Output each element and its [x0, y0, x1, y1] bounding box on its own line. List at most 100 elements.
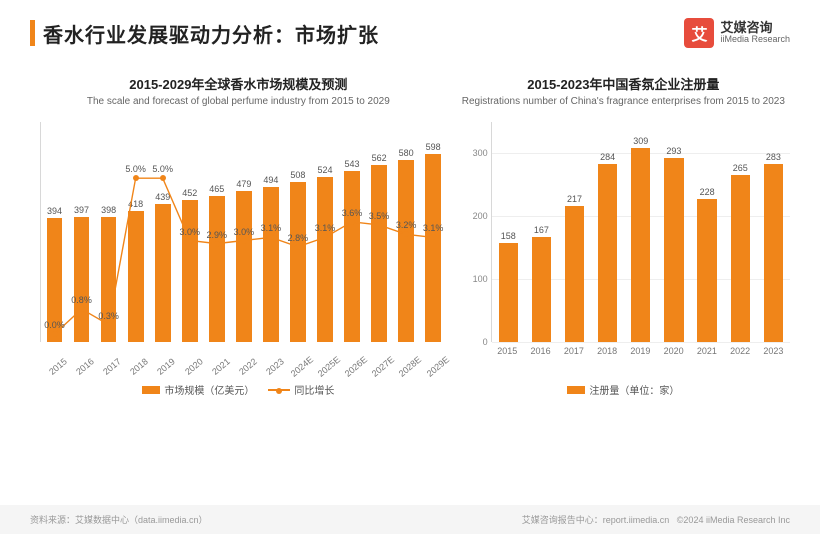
line-marker	[52, 331, 58, 337]
line-value-label: 5.0%	[125, 164, 146, 174]
logo-en: iiMedia Research	[720, 35, 790, 45]
line-value-label: 3.2%	[396, 220, 417, 230]
legend-bar-label: 市场规模（亿美元）	[164, 382, 254, 397]
bar-value-label: 439	[155, 192, 170, 202]
x-axis-label: 2024E	[288, 354, 315, 379]
legend-bar-label-r: 注册量（单位：家）	[589, 382, 679, 397]
bar	[74, 217, 90, 342]
bar-col: 562	[366, 122, 393, 342]
x-axis-label: 2022	[724, 346, 757, 356]
x-axis-label: 2015	[44, 354, 71, 379]
x-axis-label: 2027E	[370, 354, 397, 379]
legend-line-swatch	[268, 389, 290, 391]
bar-value-label: 494	[263, 175, 278, 185]
bar-value-label: 508	[290, 170, 305, 180]
bar	[499, 243, 518, 342]
bar-value-label: 158	[501, 231, 516, 241]
bar-value-label: 452	[182, 188, 197, 198]
line-value-label: 0.3%	[98, 311, 119, 321]
line-value-label: 2.8%	[288, 233, 309, 243]
bar	[664, 158, 683, 342]
x-axis-label: 2016	[524, 346, 557, 356]
x-axis-label: 2021	[690, 346, 723, 356]
bar-col: 217	[558, 122, 591, 342]
bar-value-label: 284	[600, 152, 615, 162]
bar-value-label: 293	[666, 146, 681, 156]
logo-text: 艾媒咨询 iiMedia Research	[720, 21, 790, 45]
legend-line-label: 同比增长	[294, 382, 334, 397]
line-marker	[403, 231, 409, 237]
right-chart-title-cn: 2015-2023年中国香氛企业注册量	[457, 74, 790, 93]
legend-bar-r: 注册量（单位：家）	[567, 382, 679, 397]
bar-value-label: 265	[733, 163, 748, 173]
bar-value-label: 524	[317, 165, 332, 175]
right-chart: 2015-2023年中国香氛企业注册量 Registrations number…	[457, 74, 790, 397]
bar-value-label: 309	[633, 136, 648, 146]
x-axis-label: 2020	[657, 346, 690, 356]
footer-right: 艾媒咨询报告中心：report.iimedia.cn ©2024 iiMedia…	[522, 513, 790, 526]
bar	[598, 164, 617, 343]
x-axis-label: 2016	[71, 354, 98, 379]
line-value-label: 2.9%	[207, 230, 228, 240]
line-marker	[322, 234, 328, 240]
line-value-label: 3.6%	[342, 208, 363, 218]
x-axis-label: 2020	[180, 354, 207, 379]
line-value-label: 3.0%	[234, 227, 255, 237]
bar	[209, 196, 225, 342]
bar	[182, 200, 198, 342]
bar-value-label: 398	[101, 205, 116, 215]
line-marker	[349, 219, 355, 225]
charts-row: 2015-2029年全球香水市场规模及预测 The scale and fore…	[0, 56, 820, 397]
x-axis-label: 2018	[590, 346, 623, 356]
bar	[697, 199, 716, 342]
line-marker	[430, 234, 436, 240]
page-title: 香水行业发展驱动力分析：市场扩张	[43, 19, 379, 48]
left-chart-title-en: The scale and forecast of global perfume…	[30, 96, 447, 108]
x-axis-label: 2023	[261, 354, 288, 379]
y-axis-tick: 0	[460, 337, 488, 347]
line-value-label: 3.1%	[423, 223, 444, 233]
line-value-label: 0.0%	[44, 320, 65, 330]
x-axis-label: 2019	[624, 346, 657, 356]
bar-value-label: 394	[47, 206, 62, 216]
bar-col: 228	[691, 122, 724, 342]
bar-col: 309	[624, 122, 657, 342]
x-axis-label: 2017	[99, 354, 126, 379]
line-marker	[241, 238, 247, 244]
bar-value-label: 562	[372, 153, 387, 163]
logo-mark: 艾	[684, 18, 714, 48]
footer-source: 资料来源：艾媒数据中心（data.iimedia.cn）	[30, 513, 208, 526]
bar-col: 394	[41, 122, 68, 342]
bar	[317, 177, 333, 342]
line-marker	[268, 234, 274, 240]
line-marker	[160, 175, 166, 181]
bar-col: 418	[122, 122, 149, 342]
legend-line: 同比增长	[268, 382, 334, 397]
x-axis-label: 2015	[491, 346, 524, 356]
line-value-label: 3.0%	[179, 227, 200, 237]
line-marker	[187, 238, 193, 244]
x-axis-label: 2022	[234, 354, 261, 379]
bar	[155, 204, 171, 342]
bar-value-label: 228	[700, 187, 715, 197]
line-marker	[376, 222, 382, 228]
bar-col: 283	[757, 122, 790, 342]
x-axis-label: 2017	[557, 346, 590, 356]
bar-col: 293	[657, 122, 690, 342]
line-marker	[133, 175, 139, 181]
y-axis-tick: 100	[460, 274, 488, 284]
bar	[565, 206, 584, 342]
x-axis-label: 2018	[126, 354, 153, 379]
bar-col: 439	[149, 122, 176, 342]
left-chart-legend: 市场规模（亿美元） 同比增长	[30, 382, 447, 397]
bar	[290, 182, 306, 342]
x-axis-label: 2028E	[397, 354, 424, 379]
line-value-label: 3.5%	[369, 211, 390, 221]
y-axis-tick: 300	[460, 148, 488, 158]
line-marker	[214, 241, 220, 247]
bar-value-label: 283	[766, 152, 781, 162]
bar-value-label: 397	[74, 205, 89, 215]
logo-cn: 艾媒咨询	[720, 21, 790, 35]
legend-bar-swatch	[142, 386, 160, 394]
bar-value-label: 598	[426, 142, 441, 152]
